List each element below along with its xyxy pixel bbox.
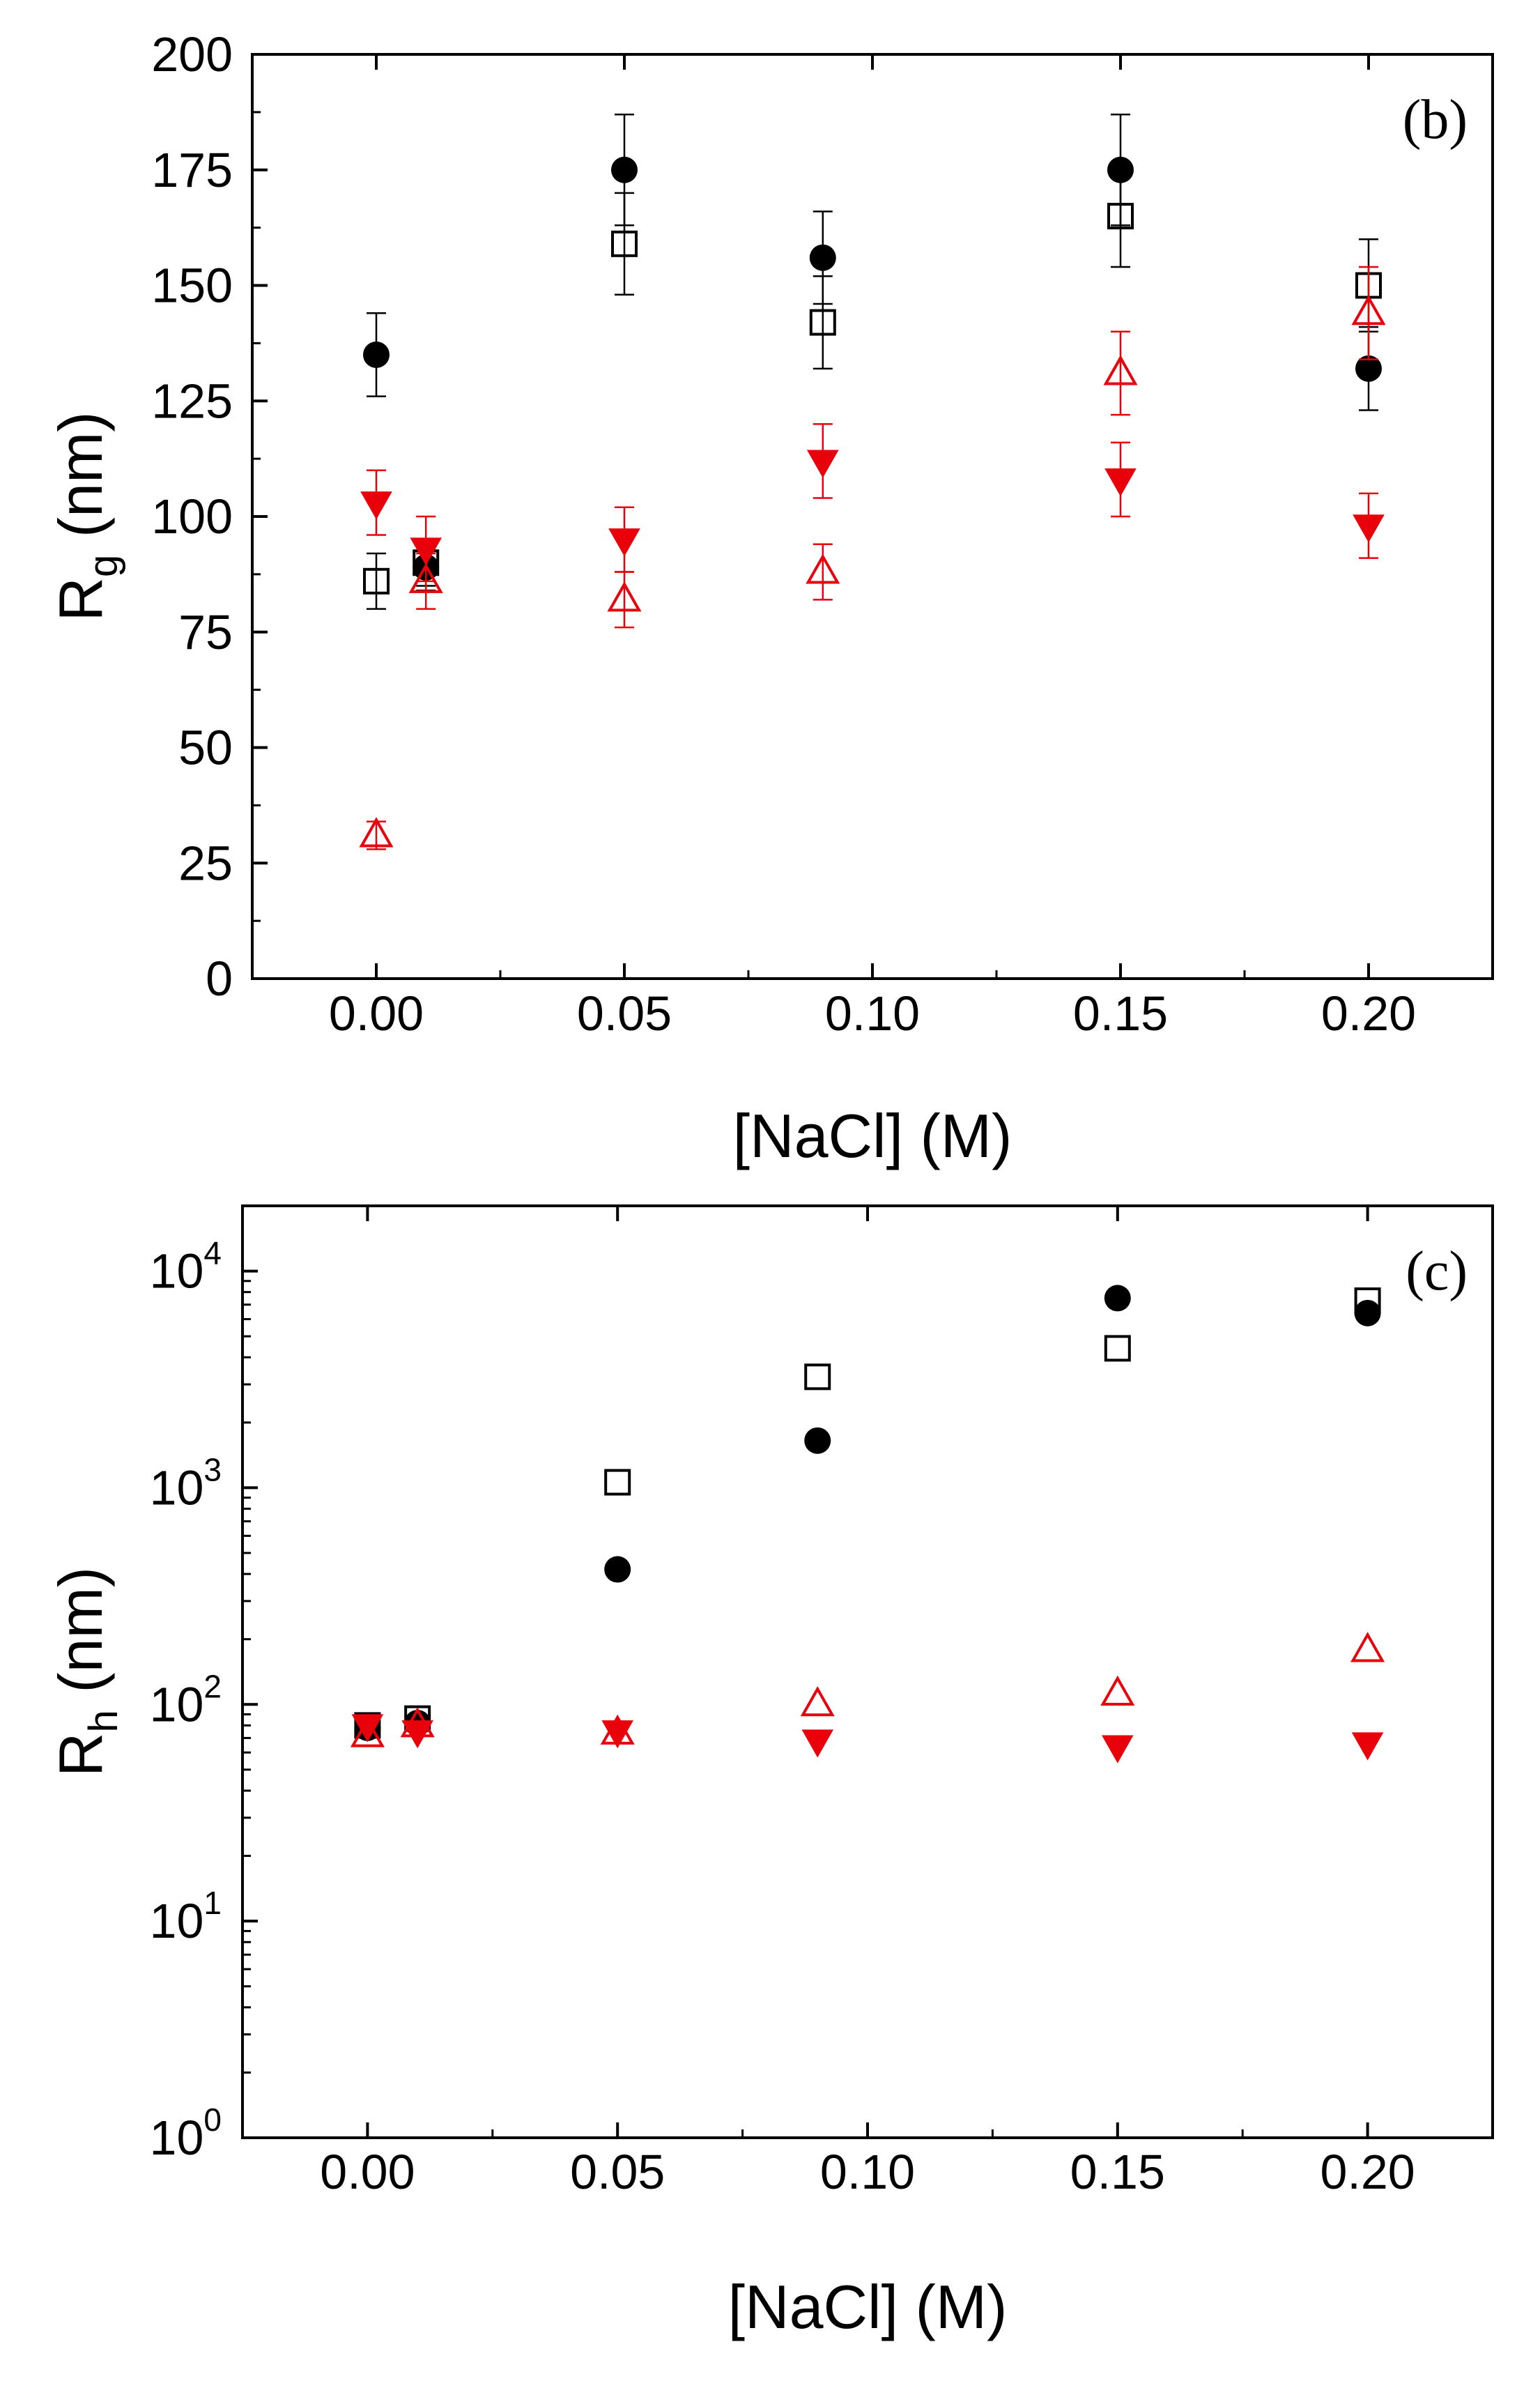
x-tick-label: 0.10 — [825, 986, 920, 1041]
series-open-triangles — [359, 266, 1386, 850]
data-point — [611, 156, 638, 183]
x-tick-label: 0.05 — [577, 986, 672, 1041]
series-open-squares — [354, 1287, 1381, 1739]
y-axis-title: Rg (nm) — [46, 411, 126, 621]
data-point — [804, 1427, 831, 1454]
data-point — [1102, 1735, 1134, 1763]
y-tick-label: 125 — [151, 374, 233, 428]
y-tick-label: 25 — [178, 836, 233, 890]
data-point — [410, 537, 442, 566]
data-point — [1107, 203, 1134, 230]
series-open-triangles — [350, 1632, 1385, 1747]
data-point — [1350, 1632, 1385, 1662]
data-point — [1355, 355, 1382, 382]
data-point — [1351, 1732, 1384, 1761]
data-point — [350, 1717, 385, 1747]
y-tick-label: 100 — [151, 489, 233, 544]
data-point — [1354, 1287, 1381, 1315]
data-point — [1100, 1675, 1135, 1706]
data-point — [1353, 514, 1385, 543]
data-point — [363, 341, 390, 368]
x-tick-label: 0.10 — [820, 2145, 915, 2199]
y-tick-label: 103 — [150, 1451, 222, 1515]
x-axis-title: [NaCl] (M) — [728, 2272, 1008, 2341]
data-point — [806, 553, 840, 584]
y-tick-label: 200 — [151, 27, 233, 82]
data-point — [1104, 468, 1137, 497]
data-point — [601, 1720, 633, 1749]
x-tick-label: 0.15 — [1070, 2145, 1165, 2199]
data-point — [801, 1729, 834, 1758]
panel-b-chart: 0.00 0.05 0.10 0.15 0.20 0 25 50 75 100 125 150 175 2… — [46, 27, 1494, 1170]
data-point — [809, 244, 836, 271]
data-point — [611, 230, 638, 257]
data-point — [1103, 355, 1138, 385]
series-filled-circles — [363, 113, 1382, 592]
data-point — [604, 1469, 631, 1496]
series-filled-circles — [354, 1285, 1381, 1741]
x-tick-label: 0.05 — [570, 2145, 665, 2199]
data-point — [360, 491, 392, 520]
y-tick-label: 101 — [150, 1885, 222, 1948]
y-tick-label: 75 — [178, 605, 233, 659]
data-point — [401, 1720, 433, 1749]
data-point — [1104, 1335, 1131, 1362]
y-tick-label: 150 — [151, 259, 233, 313]
y-tick-label: 50 — [178, 721, 233, 775]
panel-label: (c) — [1406, 1241, 1468, 1302]
panel-label: (b) — [1403, 89, 1468, 151]
data-point — [408, 562, 443, 593]
data-point — [1351, 295, 1386, 326]
data-point — [604, 1556, 631, 1583]
x-tick-label: 0.15 — [1073, 986, 1168, 1041]
data-point — [809, 309, 836, 336]
data-point — [608, 528, 640, 557]
data-point — [800, 1686, 835, 1717]
plot-frame — [251, 53, 1494, 980]
y-tick-label: 0 — [206, 951, 233, 1006]
y-tick-label: 102 — [150, 1668, 222, 1731]
x-axis-title: [NaCl] (M) — [733, 1101, 1012, 1170]
x-tick-label: 0.00 — [329, 986, 424, 1041]
y-tick-label: 175 — [151, 143, 233, 197]
data-point — [1104, 1285, 1131, 1312]
data-point — [607, 581, 642, 612]
x-tick-label: 0.20 — [1320, 2145, 1415, 2199]
data-point — [359, 817, 394, 848]
data-point — [351, 1714, 384, 1743]
series-filled-down-triangles — [360, 423, 1385, 583]
panel-c-chart: 0.00 0.05 0.10 0.15 0.20 100 101 102 103 104 [NaCl… — [46, 1204, 1494, 2341]
x-tick-label: 0.00 — [320, 2145, 415, 2199]
series-filled-down-triangles — [351, 1714, 1384, 1763]
data-point — [363, 567, 390, 595]
y-tick-label: 104 — [150, 1235, 222, 1299]
series-open-squares — [363, 164, 1382, 610]
y-axis-title: Rh (nm) — [46, 1567, 126, 1777]
plot-frame — [241, 1204, 1494, 2139]
data-point — [804, 1363, 831, 1391]
x-tick-label: 0.20 — [1321, 986, 1416, 1041]
y-tick-label: 100 — [150, 2102, 222, 2165]
data-point — [807, 450, 839, 478]
